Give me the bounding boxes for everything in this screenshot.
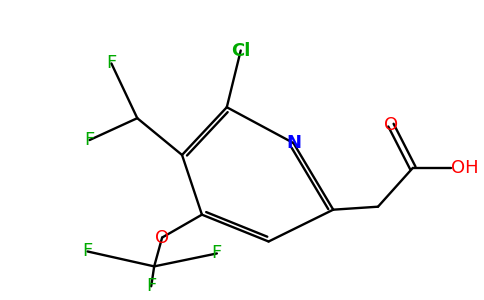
Text: F: F — [82, 242, 92, 260]
Text: N: N — [286, 134, 301, 152]
Text: O: O — [155, 229, 169, 247]
Text: OH: OH — [451, 159, 478, 177]
Text: Cl: Cl — [231, 41, 250, 59]
Text: F: F — [212, 244, 222, 262]
Text: F: F — [84, 131, 95, 149]
Text: F: F — [106, 55, 117, 73]
Text: F: F — [146, 277, 156, 295]
Text: O: O — [384, 116, 398, 134]
